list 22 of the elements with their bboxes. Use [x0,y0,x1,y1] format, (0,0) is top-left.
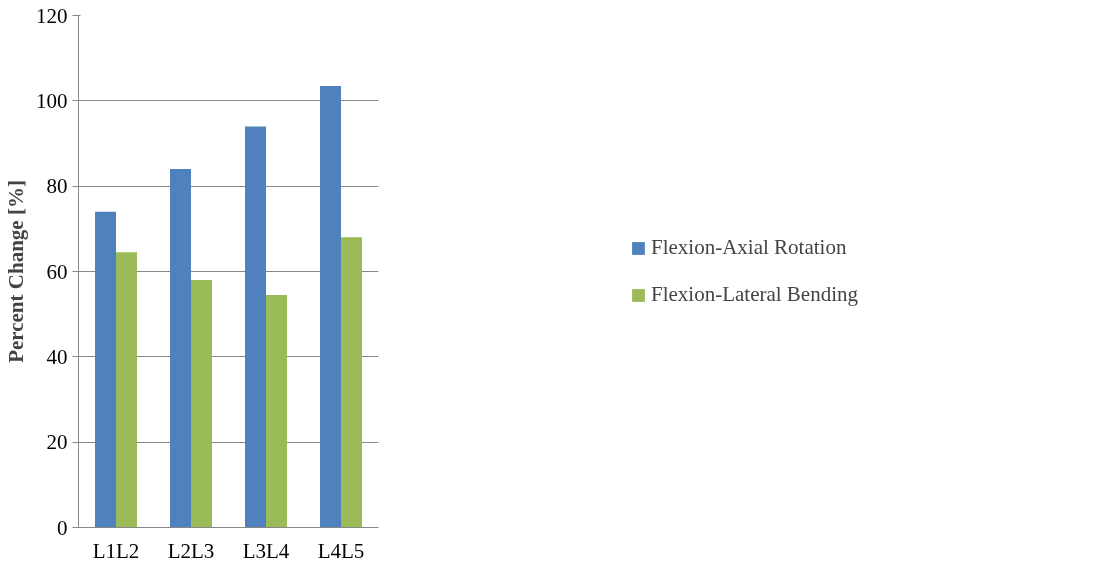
bar [170,169,191,528]
bar [245,126,266,528]
x-tick-label: L4L5 [317,538,365,563]
bar [320,85,341,528]
y-tick-label: 80 [46,174,68,199]
y-axis-title: Percent Change [%] [4,180,28,363]
x-tick-label: L2L3 [167,538,215,563]
x-tick-label: L1L2 [92,538,140,563]
y-tick-label: 60 [46,259,68,284]
y-tick-label: 120 [36,3,68,28]
bar [341,237,362,528]
y-tick-label: 20 [46,430,68,455]
legend-label: Flexion-Axial Rotation [650,235,847,260]
y-tick-label: 0 [57,515,68,540]
bar [116,252,137,528]
bar [266,294,287,528]
y-tick-label: 40 [46,344,68,369]
y-tick-label: 100 [36,88,68,113]
legend-label: Flexion-Lateral Bending [650,282,859,307]
bar [95,211,116,528]
x-tick-label: L3L4 [242,538,290,563]
bar [191,280,212,528]
